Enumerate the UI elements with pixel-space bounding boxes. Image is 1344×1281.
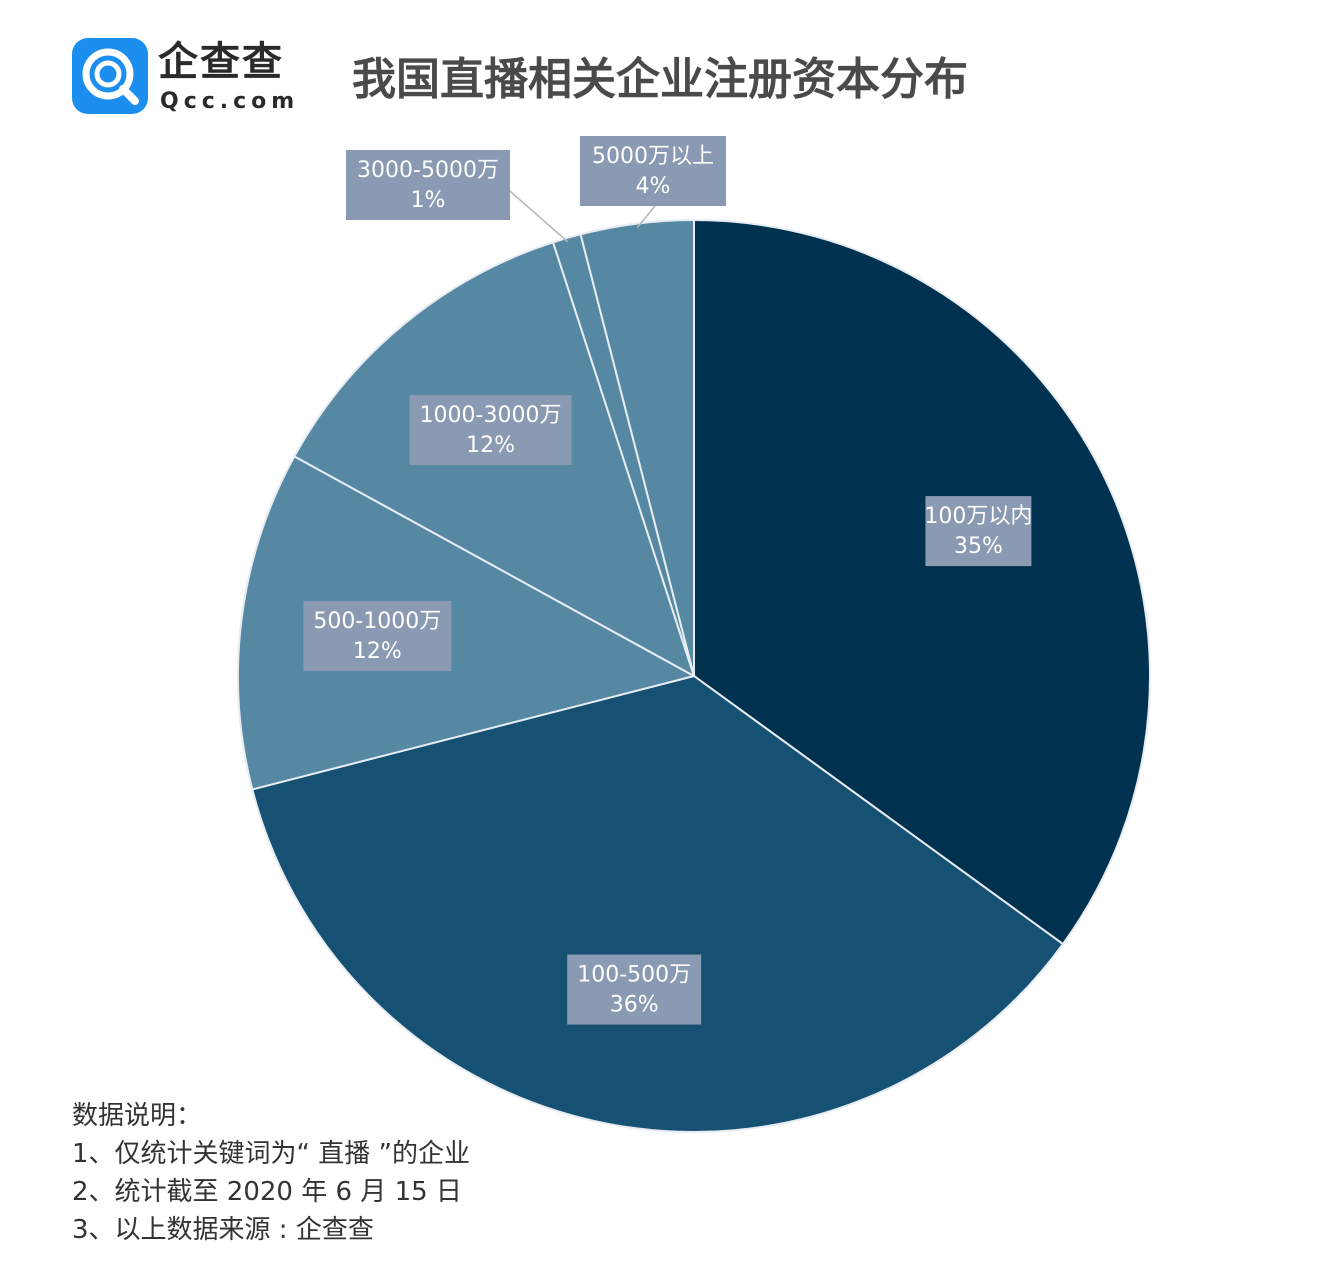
- slice-label-box-5000-5: [580, 136, 726, 206]
- leader-line-5000-5: [636, 205, 656, 229]
- logo-domain: Qcc.com: [160, 89, 300, 114]
- slice-value-100-500-1: 36%: [610, 993, 659, 1018]
- notes-item-1: 1、仅统计关键词为“ 直播 ”的企业: [72, 1139, 471, 1169]
- slice-value-5000-5: 4%: [636, 174, 671, 199]
- notes-item-3: 3、以上数据来源 : 企查查: [72, 1215, 374, 1245]
- pie-slice-5000-5: [579, 218, 695, 677]
- slice-label-100-500-1: 100-500万: [577, 963, 691, 988]
- data-notes: 数据说明： 1、仅统计关键词为“ 直播 ”的企业 2、统计截至 2020 年 6…: [72, 1097, 470, 1249]
- slice-label-box-100-0: [925, 496, 1032, 567]
- slice-label-100-0: 100万以内: [924, 504, 1032, 529]
- slice-value-100-0: 35%: [954, 534, 1003, 559]
- slice-labels: 100万以内 35% 100-500万 36% 500-1000万 12% 1000-300…: [303, 136, 1032, 1025]
- pie-slice-100-0: [693, 218, 1151, 946]
- slice-label-box-100-500-1: [567, 954, 702, 1025]
- logo: 企查查 Qcc.com: [72, 38, 304, 118]
- page-title: 我国直播相关企业注册资本分布: [352, 54, 968, 105]
- notes-item-2: 2、统计截至 2020 年 6 月 15 日: [72, 1177, 462, 1207]
- slice-label-3000-5000-4: 3000-5000万: [357, 158, 499, 183]
- slice-label-1000-3000-3: 1000-3000万: [420, 403, 562, 428]
- slice-value-1000-3000-3: 12%: [466, 433, 515, 458]
- pie-slice-100-500-1: [251, 674, 1065, 1133]
- logo-name: 企查查: [158, 39, 284, 85]
- slice-label-box-500-1000-2: [303, 600, 452, 671]
- notes-heading: 数据说明：: [72, 1101, 203, 1131]
- leader-line-3000-5000-4: [502, 184, 569, 243]
- slice-label-500-1000-2: 500-1000万: [313, 609, 441, 634]
- slice-value-3000-5000-4: 1%: [411, 188, 446, 213]
- pie-slice-500-1000-2: [237, 454, 697, 791]
- logo-mark-icon: [72, 38, 148, 114]
- slice-label-5000-5: 5000万以上: [592, 144, 714, 169]
- slice-label-box-1000-3000-3: [409, 395, 572, 466]
- leader-lines: [502, 184, 656, 243]
- slice-label-box-3000-5000-4: [346, 150, 510, 220]
- slice-value-500-1000-2: 12%: [353, 639, 402, 664]
